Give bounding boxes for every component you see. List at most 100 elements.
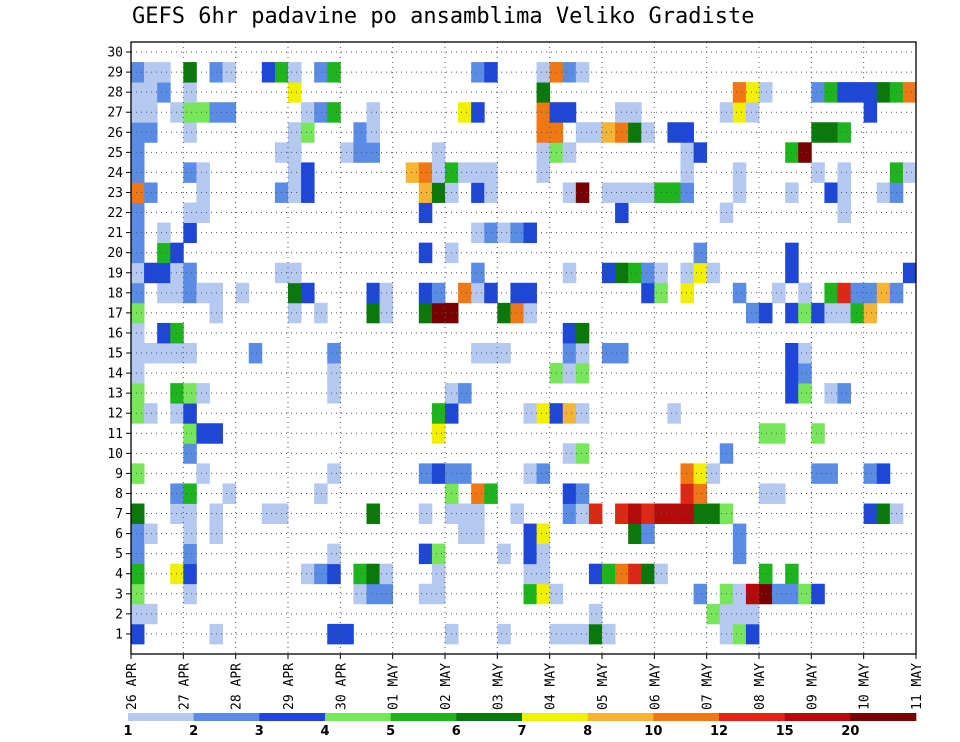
y-tick-label: 22 xyxy=(107,206,123,221)
heatmap-cell xyxy=(706,463,721,484)
heatmap-cell xyxy=(418,543,433,565)
heatmap-cell xyxy=(523,523,537,545)
x-tick-label: 07 MAY xyxy=(701,663,716,710)
heatmap-cell xyxy=(510,282,524,304)
heatmap-cell xyxy=(144,523,158,545)
heatmap-cell xyxy=(602,563,616,585)
heatmap-cell xyxy=(811,302,825,324)
heatmap-cell xyxy=(497,302,511,324)
heatmap-cell xyxy=(641,262,655,284)
heatmap-cell xyxy=(183,543,197,565)
heatmap-cell xyxy=(431,302,446,324)
heatmap-cell xyxy=(902,262,917,284)
heatmap-cell xyxy=(471,282,485,304)
heatmap-cell xyxy=(863,82,878,103)
heatmap-cell xyxy=(628,182,642,203)
heatmap-cell xyxy=(131,403,145,424)
heatmap-cell xyxy=(863,102,878,123)
plot-frame xyxy=(130,41,917,655)
heatmap-cell xyxy=(196,463,210,484)
heatmap-cell xyxy=(366,142,380,163)
heatmap-cell xyxy=(732,82,747,103)
heatmap-cell xyxy=(497,623,511,645)
heatmap-cell xyxy=(484,483,498,504)
heatmap-cell xyxy=(131,162,145,183)
heatmap-cell xyxy=(157,282,171,304)
heatmap-cell xyxy=(196,423,210,444)
heatmap-cell xyxy=(732,102,747,123)
x-tick-label: 02 MAY xyxy=(439,663,454,710)
heatmap-cell xyxy=(798,363,812,384)
heatmap-cell xyxy=(680,503,694,524)
heatmap-cell xyxy=(602,182,616,203)
heatmap-cell xyxy=(144,403,158,424)
heatmap-cell xyxy=(876,82,891,103)
legend-swatch xyxy=(719,713,785,721)
y-tick-label: 20 xyxy=(107,246,123,261)
heatmap-cell xyxy=(458,162,472,183)
heatmap-cell xyxy=(575,62,590,83)
heatmap-cell xyxy=(327,383,341,404)
heatmap-cell xyxy=(183,342,197,364)
heatmap-cell xyxy=(693,483,708,504)
heatmap-cell xyxy=(183,503,197,524)
heatmap-cell xyxy=(131,603,145,625)
heatmap-cell xyxy=(811,463,825,484)
heatmap-cell xyxy=(523,563,537,585)
heatmap-cell xyxy=(536,62,551,83)
heatmap-cell xyxy=(588,563,603,585)
heatmap-cell xyxy=(183,403,197,424)
heatmap-cell xyxy=(288,182,302,203)
legend-label: 7 xyxy=(517,724,526,739)
heatmap-cell xyxy=(353,122,367,143)
heatmap-cell xyxy=(680,122,694,143)
heatmap-cell xyxy=(131,102,145,123)
heatmap-cell xyxy=(340,623,354,645)
heatmap-cell xyxy=(471,62,485,83)
x-tick-label: 29 APR xyxy=(282,663,297,710)
heatmap-cell xyxy=(510,222,524,244)
heatmap-cell xyxy=(484,342,498,364)
heatmap-cell xyxy=(536,543,551,565)
y-tick-label: 24 xyxy=(107,166,123,181)
heatmap-cell xyxy=(772,423,786,444)
heatmap-cell xyxy=(628,503,642,524)
heatmap-cell xyxy=(680,162,694,183)
heatmap-cell xyxy=(811,162,825,183)
heatmap-cell xyxy=(418,583,433,605)
heatmap-cell xyxy=(902,162,917,183)
heatmap-cell xyxy=(340,142,354,163)
heatmap-cell xyxy=(641,563,655,585)
heatmap-cell xyxy=(588,503,603,524)
heatmap-cell xyxy=(418,282,433,304)
heatmap-cell xyxy=(431,182,446,203)
heatmap-cell xyxy=(772,583,786,605)
heatmap-cell xyxy=(562,142,577,163)
chart-title: GEFS 6hr padavine po ansamblima Veliko G… xyxy=(132,4,755,29)
heatmap-cell xyxy=(418,463,433,484)
heatmap-cell xyxy=(261,62,276,83)
legend-swatch xyxy=(193,713,260,721)
heatmap-cell xyxy=(458,463,472,484)
heatmap-cell xyxy=(144,182,158,203)
heatmap-cell xyxy=(131,463,145,484)
heatmap-cell xyxy=(536,122,551,143)
heatmap-cell xyxy=(183,102,197,123)
heatmap-cell xyxy=(798,142,812,163)
heatmap-cell xyxy=(680,142,694,163)
heatmap-cell xyxy=(288,162,302,183)
heatmap-cell xyxy=(732,623,747,645)
heatmap-cell xyxy=(431,463,446,484)
y-tick-label: 16 xyxy=(107,326,123,341)
heatmap-cell xyxy=(798,302,812,324)
heatmap-cell xyxy=(183,82,197,103)
y-tick-label: 30 xyxy=(107,46,123,61)
heatmap-cell xyxy=(288,282,302,304)
heatmap-cell xyxy=(798,383,812,404)
heatmap-cell xyxy=(196,162,210,183)
heatmap-cell xyxy=(759,483,773,504)
x-tick-label: 30 APR xyxy=(334,663,349,710)
heatmap-cell xyxy=(288,122,302,143)
heatmap-cell xyxy=(471,162,485,183)
heatmap-cell xyxy=(641,282,655,304)
